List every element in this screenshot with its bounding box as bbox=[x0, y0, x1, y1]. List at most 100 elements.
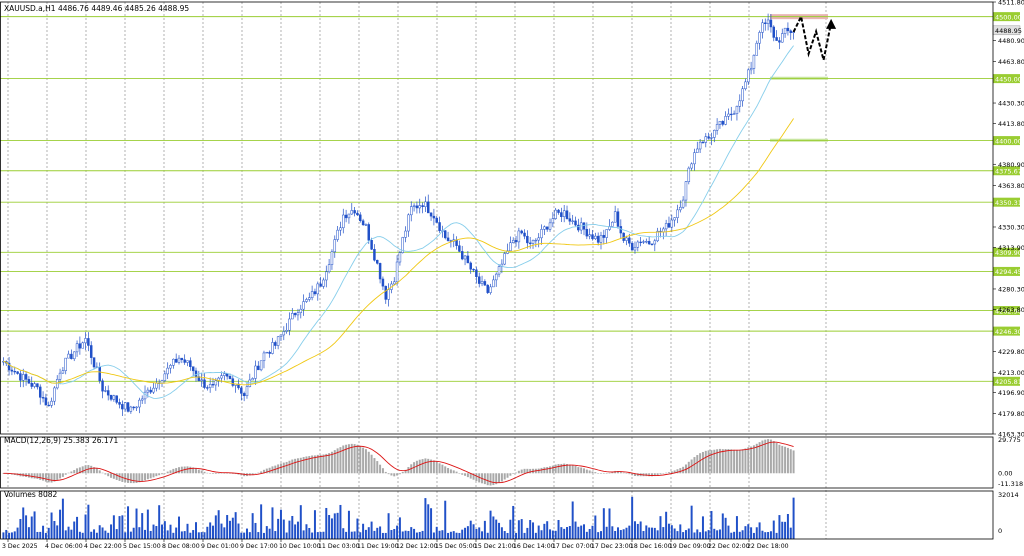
volume-bar bbox=[316, 532, 319, 539]
volume-bar bbox=[90, 531, 93, 539]
macd-bar bbox=[61, 473, 64, 477]
macd-bar bbox=[73, 470, 76, 474]
candle bbox=[364, 224, 368, 226]
volume-bar bbox=[36, 531, 39, 539]
macd-bar bbox=[622, 472, 625, 474]
candle bbox=[186, 360, 189, 363]
candle bbox=[483, 281, 487, 286]
volume-bar bbox=[591, 525, 594, 539]
candle bbox=[129, 406, 133, 412]
volume-bar bbox=[461, 529, 464, 539]
candle bbox=[50, 400, 53, 406]
candle bbox=[469, 262, 472, 270]
volume-bar bbox=[750, 527, 753, 539]
price-tick-label: 4380.90 bbox=[998, 161, 1024, 169]
macd-bar bbox=[489, 473, 492, 486]
volume-bar bbox=[549, 529, 552, 539]
candle bbox=[528, 242, 532, 244]
volume-bar bbox=[387, 513, 390, 539]
macd-bar bbox=[591, 471, 594, 474]
candle bbox=[373, 249, 376, 261]
macd-bar bbox=[50, 473, 53, 483]
macd-bar bbox=[228, 473, 231, 474]
macd-bar bbox=[611, 472, 614, 474]
volume-bar bbox=[583, 524, 585, 539]
candle bbox=[594, 235, 597, 240]
candle bbox=[104, 390, 107, 392]
time-axis: 3 Dec 2025 4 Dec 06:00 4 Dec 22:00 5 Dec 15… bbox=[2, 539, 789, 550]
volume-bar bbox=[407, 530, 410, 539]
macd-bar bbox=[631, 473, 634, 476]
macd-bar bbox=[356, 444, 359, 474]
candle bbox=[693, 152, 696, 165]
volume-bar bbox=[636, 523, 639, 539]
macd-bar bbox=[560, 463, 563, 474]
volume-bar bbox=[73, 521, 76, 539]
macd-bar bbox=[432, 460, 435, 474]
volume-bar bbox=[308, 527, 311, 539]
macd-bar bbox=[390, 473, 393, 476]
candle bbox=[276, 336, 280, 346]
volume-bar bbox=[260, 504, 263, 539]
candle bbox=[106, 390, 110, 396]
macd-bar bbox=[792, 450, 795, 474]
macd-bar bbox=[543, 467, 546, 474]
candle bbox=[443, 230, 447, 239]
time-tick-label: 15 Dec 05:00 bbox=[435, 543, 477, 550]
candle bbox=[551, 218, 555, 224]
macd-bar bbox=[665, 472, 668, 474]
candle bbox=[781, 33, 784, 43]
macd-bar bbox=[359, 446, 362, 474]
price-tick-label: 4430.30 bbox=[998, 100, 1024, 108]
macd-bar bbox=[733, 449, 736, 474]
volume-bar bbox=[684, 530, 687, 539]
candle bbox=[211, 384, 215, 386]
candle bbox=[769, 19, 773, 28]
macd-bar bbox=[648, 473, 651, 477]
volume-bar bbox=[721, 513, 724, 539]
candle bbox=[622, 232, 625, 241]
candle bbox=[330, 251, 334, 265]
volume-bar bbox=[540, 530, 543, 539]
macd-bar bbox=[398, 473, 401, 475]
macd-bar bbox=[234, 473, 237, 475]
candle bbox=[333, 239, 337, 253]
volume-bar bbox=[650, 527, 653, 539]
price-tick-label: 4413.80 bbox=[998, 120, 1024, 128]
candle bbox=[194, 370, 198, 377]
volume-bar bbox=[588, 529, 591, 539]
candle bbox=[288, 318, 291, 331]
macd-bar bbox=[316, 454, 319, 474]
candle bbox=[494, 273, 498, 281]
candle bbox=[540, 229, 543, 239]
candle bbox=[163, 373, 167, 381]
macd-bar bbox=[291, 459, 294, 474]
volume-bar bbox=[458, 532, 461, 539]
volume-bar bbox=[566, 527, 569, 539]
candle bbox=[84, 338, 87, 344]
macd-bar bbox=[478, 473, 481, 483]
candle bbox=[639, 241, 642, 244]
price-tick-label: 4263.80 bbox=[998, 306, 1024, 314]
volume-bar bbox=[619, 530, 622, 539]
candle bbox=[517, 230, 521, 243]
macd-bar bbox=[673, 470, 676, 474]
volume-bar bbox=[427, 504, 430, 539]
candle bbox=[38, 386, 42, 398]
volume-bar bbox=[543, 523, 546, 539]
macd-bar bbox=[107, 473, 110, 477]
volume-bar bbox=[735, 516, 738, 539]
volume-bar bbox=[563, 528, 566, 539]
macd-bar bbox=[155, 473, 158, 477]
candle bbox=[223, 373, 226, 376]
candle bbox=[361, 220, 365, 225]
candle bbox=[265, 351, 269, 354]
price-level-label: 4309.90 bbox=[995, 249, 1022, 257]
macd-bar bbox=[469, 473, 472, 479]
price-tick-label: 4480.90 bbox=[998, 37, 1024, 45]
macd-bar bbox=[659, 473, 662, 475]
macd-bar bbox=[285, 461, 288, 474]
candle bbox=[718, 121, 722, 125]
macd-bar bbox=[464, 473, 467, 476]
